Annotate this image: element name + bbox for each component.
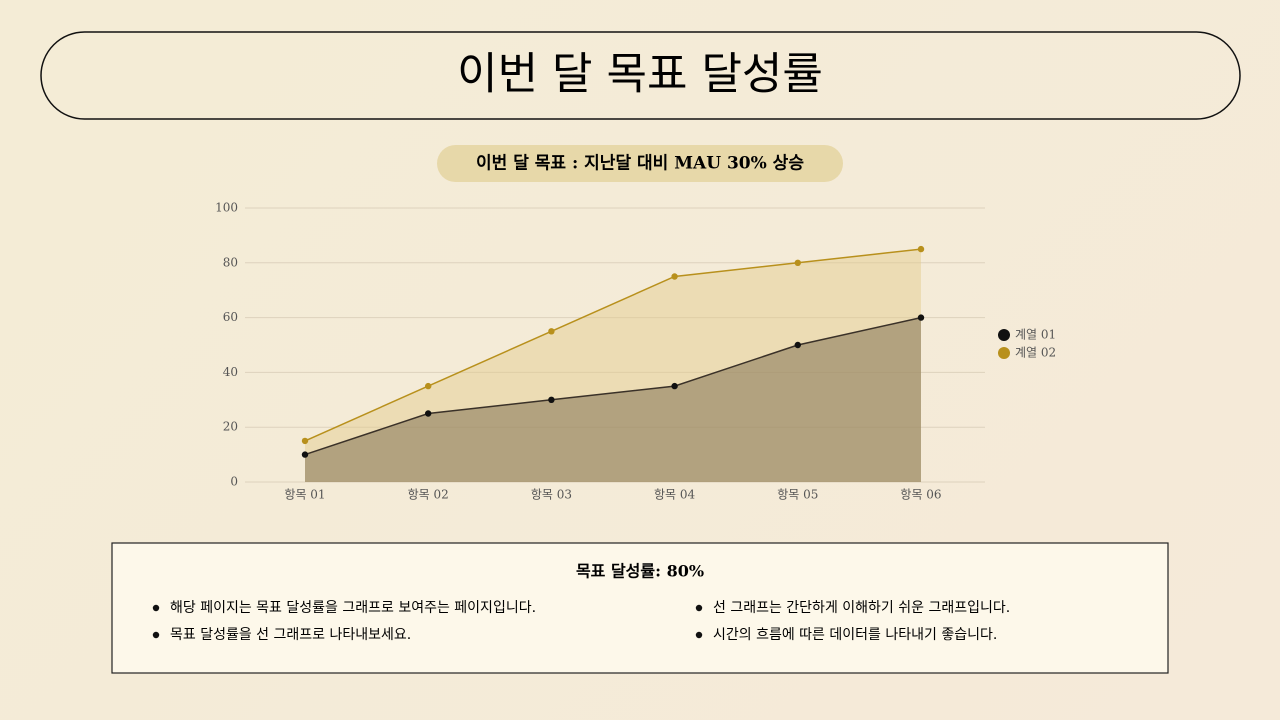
summary-box [111,542,1169,674]
badge: 이번 달 목표 : 지난달 대비 MAU 30% 상승 [476,153,804,174]
x-tick-label: 항목 04 [654,488,696,502]
x-tick-label: 항목 03 [531,488,572,502]
bullet-text: 선 그래프는 간단하게 이해하기 쉬운 그래프입니다. [713,600,1010,616]
badge-bg [437,145,843,182]
chart: 0 20 40 60 80 100 항목 01 항목 02 항목 03 항목 04 항목 05 항목 … [215,201,1056,502]
line [304,248,922,442]
bullet-dot [152,604,160,612]
y-tick-label: 40 [223,365,238,379]
point [671,382,678,390]
y-tick-label: 20 [223,420,238,434]
point [301,437,309,445]
title: 이번 달 목표 달성률 [457,49,823,100]
point [425,382,432,390]
point [671,273,678,280]
y-tick-label: 100 [215,201,238,215]
point [917,245,925,253]
point [548,328,555,335]
point [917,314,925,321]
summary-heading: 목표 달성률: 80% [576,562,704,581]
x-tick-label: 항목 06 [900,488,941,502]
bullets: 해당 페이지는 목표 달성률을 그래프로 보여주는 페이지입니다. 목표 달성률을… [152,600,1010,643]
point [548,396,555,403]
x-tick-label: 항목 02 [408,488,449,502]
bullet-text: 목표 달성률을 선 그래프로 나타내보세요. [170,627,411,643]
legend-label: 계열 02 [1015,346,1056,360]
y-tick-label: 80 [223,255,238,269]
point [301,451,309,458]
point [794,259,801,266]
bullet-dot [152,631,160,639]
x-tick-label: 항목 01 [284,488,325,502]
area [305,317,921,482]
bullet-dot [695,604,703,612]
title-frame [40,31,1241,120]
point [794,341,801,349]
bullet-text: 해당 페이지는 목표 달성률을 그래프로 보여주는 페이지입니다. [170,600,536,616]
line [304,316,922,456]
y-tick-label: 0 [230,475,238,489]
bullet-text: 시간의 흐름에 따른 데이터를 나타내기 좋습니다. [713,627,997,643]
point [425,410,432,417]
legend-marker [998,347,1010,359]
legend-label: 계열 01 [1015,328,1056,342]
bullet-dot [695,631,703,639]
legend-marker [998,329,1010,341]
x-tick-label: 항목 05 [777,488,818,502]
y-tick-label: 60 [223,310,238,324]
